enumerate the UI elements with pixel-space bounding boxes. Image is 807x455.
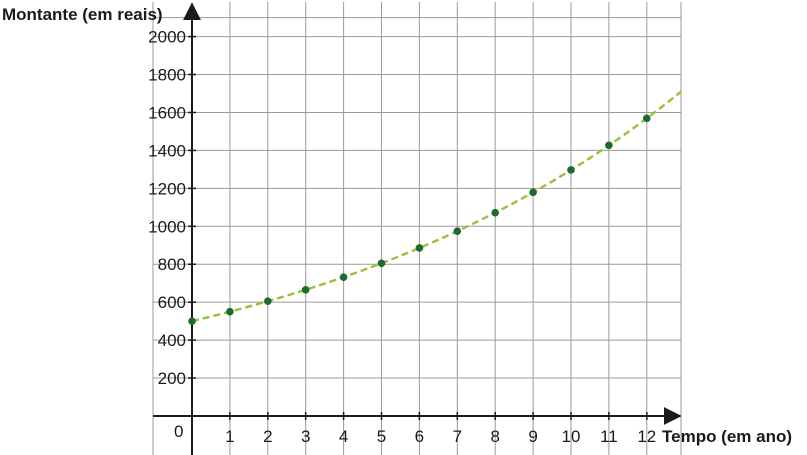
x-tick-label: 11 [600,427,618,446]
y-axis-title: Montante (em reais) [2,5,163,24]
data-point [188,317,196,325]
data-point [377,259,386,268]
data-point [529,188,537,197]
data-point [301,286,310,294]
data-point [567,166,575,174]
x-tick-label: 9 [528,427,537,446]
origin-label: 0 [174,422,183,441]
x-tick-label: 6 [415,427,424,446]
data-point [415,244,424,252]
x-axis-title: Tempo (em ano) [662,427,792,446]
x-tick-label: 12 [637,427,656,446]
x-tick-label: 8 [490,427,499,446]
y-tick-label: 800 [158,255,186,274]
x-tick-label: 2 [263,427,272,446]
grid [152,2,682,455]
x-tick-label: 10 [562,427,581,446]
y-tick-label: 1200 [148,179,186,198]
curve-layer [191,90,682,323]
y-tick-label: 400 [158,331,186,350]
exponential-curve [191,90,682,323]
data-point [453,227,462,236]
y-tick-label: 600 [158,293,186,312]
x-tick-label: 5 [377,427,386,446]
data-point [226,307,234,316]
y-tick-label: 1600 [148,103,186,122]
y-tick-label: 200 [158,369,186,388]
y-tick-label: 1800 [148,66,186,85]
x-tick-label: 3 [301,427,310,446]
data-point [643,114,651,123]
data-point [339,273,348,281]
points-layer [188,114,651,325]
x-tick-label: 4 [339,427,348,446]
y-tick-label: 2000 [148,28,186,47]
x-tick-label: 1 [225,427,234,446]
y-tick-label: 1000 [148,217,186,236]
data-point [605,141,613,150]
data-point [264,297,272,306]
y-tick-label: 1400 [148,141,186,160]
axes [153,2,682,455]
data-point [491,208,500,217]
x-tick-label: 7 [453,427,462,446]
